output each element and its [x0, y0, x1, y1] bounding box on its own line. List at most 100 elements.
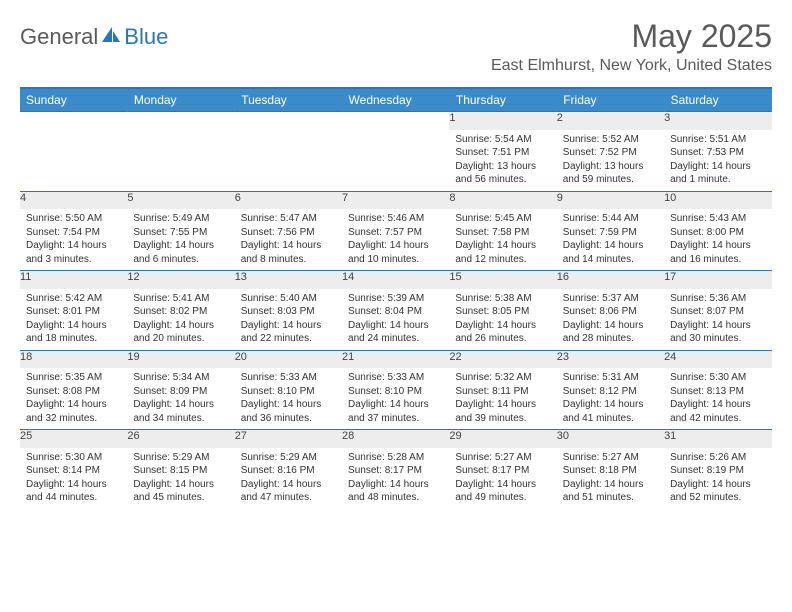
day-number-cell: 8: [449, 191, 556, 209]
sunset-line: Sunset: 8:09 PM: [133, 385, 228, 399]
day-body-cell: [235, 130, 342, 192]
day-body-cell: Sunrise: 5:41 AMSunset: 8:02 PMDaylight:…: [127, 289, 234, 351]
day-details: Sunrise: 5:32 AMSunset: 8:11 PMDaylight:…: [449, 368, 556, 429]
day-body-cell: Sunrise: 5:27 AMSunset: 8:18 PMDaylight:…: [557, 448, 664, 509]
sunset-line: Sunset: 8:00 PM: [670, 226, 765, 240]
day-details: Sunrise: 5:44 AMSunset: 7:59 PMDaylight:…: [557, 209, 664, 270]
sunrise-line: Sunrise: 5:46 AM: [348, 212, 443, 226]
day-number-cell: 15: [449, 271, 556, 289]
day-details: Sunrise: 5:27 AMSunset: 8:18 PMDaylight:…: [557, 448, 664, 509]
daylight-line: Daylight: 14 hours and 22 minutes.: [241, 319, 336, 346]
weekday-header: Friday: [557, 88, 664, 112]
daylight-line: Daylight: 14 hours and 3 minutes.: [26, 239, 121, 266]
sunset-line: Sunset: 7:52 PM: [563, 146, 658, 160]
day-number-cell: 26: [127, 430, 234, 448]
day-details: Sunrise: 5:49 AMSunset: 7:55 PMDaylight:…: [127, 209, 234, 270]
day-body-cell: Sunrise: 5:33 AMSunset: 8:10 PMDaylight:…: [342, 368, 449, 430]
day-body-cell: Sunrise: 5:42 AMSunset: 8:01 PMDaylight:…: [20, 289, 127, 351]
day-body-cell: Sunrise: 5:52 AMSunset: 7:52 PMDaylight:…: [557, 130, 664, 192]
day-details: Sunrise: 5:33 AMSunset: 8:10 PMDaylight:…: [235, 368, 342, 429]
daylight-line: Daylight: 14 hours and 37 minutes.: [348, 398, 443, 425]
day-details: Sunrise: 5:52 AMSunset: 7:52 PMDaylight:…: [557, 130, 664, 191]
sunrise-line: Sunrise: 5:36 AM: [670, 292, 765, 306]
sunrise-line: Sunrise: 5:50 AM: [26, 212, 121, 226]
sunset-line: Sunset: 8:05 PM: [455, 305, 550, 319]
weekday-header: Wednesday: [342, 88, 449, 112]
daylight-line: Daylight: 14 hours and 45 minutes.: [133, 478, 228, 505]
day-number-cell: 1: [449, 112, 556, 130]
daylight-line: Daylight: 14 hours and 10 minutes.: [348, 239, 443, 266]
day-number-cell: 20: [235, 350, 342, 368]
sunset-line: Sunset: 7:51 PM: [455, 146, 550, 160]
data-row: Sunrise: 5:30 AMSunset: 8:14 PMDaylight:…: [20, 448, 772, 509]
day-body-cell: Sunrise: 5:35 AMSunset: 8:08 PMDaylight:…: [20, 368, 127, 430]
daylight-line: Daylight: 14 hours and 34 minutes.: [133, 398, 228, 425]
day-details: Sunrise: 5:30 AMSunset: 8:13 PMDaylight:…: [664, 368, 771, 429]
daylight-line: Daylight: 14 hours and 44 minutes.: [26, 478, 121, 505]
sunset-line: Sunset: 8:13 PM: [670, 385, 765, 399]
day-body-cell: Sunrise: 5:27 AMSunset: 8:17 PMDaylight:…: [449, 448, 556, 509]
day-details: Sunrise: 5:47 AMSunset: 7:56 PMDaylight:…: [235, 209, 342, 270]
day-details: Sunrise: 5:33 AMSunset: 8:10 PMDaylight:…: [342, 368, 449, 429]
daylight-line: Daylight: 14 hours and 49 minutes.: [455, 478, 550, 505]
sunset-line: Sunset: 7:55 PM: [133, 226, 228, 240]
day-number-cell: 4: [20, 191, 127, 209]
day-body-cell: [20, 130, 127, 192]
day-details: Sunrise: 5:37 AMSunset: 8:06 PMDaylight:…: [557, 289, 664, 350]
weekday-header: Monday: [127, 88, 234, 112]
day-number-cell: 9: [557, 191, 664, 209]
day-details: Sunrise: 5:43 AMSunset: 8:00 PMDaylight:…: [664, 209, 771, 270]
day-body-cell: Sunrise: 5:50 AMSunset: 7:54 PMDaylight:…: [20, 209, 127, 271]
day-body-cell: Sunrise: 5:30 AMSunset: 8:14 PMDaylight:…: [20, 448, 127, 509]
sunrise-line: Sunrise: 5:34 AM: [133, 371, 228, 385]
daylight-line: Daylight: 14 hours and 30 minutes.: [670, 319, 765, 346]
day-number-cell: 7: [342, 191, 449, 209]
day-details: Sunrise: 5:27 AMSunset: 8:17 PMDaylight:…: [449, 448, 556, 509]
sunrise-line: Sunrise: 5:33 AM: [348, 371, 443, 385]
day-number-cell: 11: [20, 271, 127, 289]
day-number-cell: 24: [664, 350, 771, 368]
brand-logo: General Blue: [20, 24, 168, 50]
weekday-header: Tuesday: [235, 88, 342, 112]
daylight-line: Daylight: 14 hours and 26 minutes.: [455, 319, 550, 346]
day-body-cell: Sunrise: 5:46 AMSunset: 7:57 PMDaylight:…: [342, 209, 449, 271]
header: General Blue May 2025 East Elmhurst, New…: [20, 18, 772, 81]
day-body-cell: Sunrise: 5:38 AMSunset: 8:05 PMDaylight:…: [449, 289, 556, 351]
sunrise-line: Sunrise: 5:44 AM: [563, 212, 658, 226]
sunset-line: Sunset: 8:17 PM: [348, 464, 443, 478]
sunrise-line: Sunrise: 5:42 AM: [26, 292, 121, 306]
day-details: Sunrise: 5:42 AMSunset: 8:01 PMDaylight:…: [20, 289, 127, 350]
day-number-cell: 3: [664, 112, 771, 130]
sunrise-line: Sunrise: 5:27 AM: [563, 451, 658, 465]
day-details: Sunrise: 5:50 AMSunset: 7:54 PMDaylight:…: [20, 209, 127, 270]
day-body-cell: Sunrise: 5:28 AMSunset: 8:17 PMDaylight:…: [342, 448, 449, 509]
sail-icon: [100, 25, 122, 50]
day-details: Sunrise: 5:36 AMSunset: 8:07 PMDaylight:…: [664, 289, 771, 350]
day-number-cell: 29: [449, 430, 556, 448]
day-details: Sunrise: 5:26 AMSunset: 8:19 PMDaylight:…: [664, 448, 771, 509]
sunrise-line: Sunrise: 5:33 AM: [241, 371, 336, 385]
daynum-row: 123: [20, 112, 772, 130]
calendar-table: Sunday Monday Tuesday Wednesday Thursday…: [20, 87, 772, 509]
day-number-cell: 14: [342, 271, 449, 289]
daylight-line: Daylight: 14 hours and 6 minutes.: [133, 239, 228, 266]
sunrise-line: Sunrise: 5:38 AM: [455, 292, 550, 306]
day-number-cell: [235, 112, 342, 130]
data-row: Sunrise: 5:35 AMSunset: 8:08 PMDaylight:…: [20, 368, 772, 430]
sunset-line: Sunset: 7:59 PM: [563, 226, 658, 240]
day-details: Sunrise: 5:29 AMSunset: 8:15 PMDaylight:…: [127, 448, 234, 509]
day-body-cell: Sunrise: 5:29 AMSunset: 8:15 PMDaylight:…: [127, 448, 234, 509]
sunrise-line: Sunrise: 5:41 AM: [133, 292, 228, 306]
sunset-line: Sunset: 8:14 PM: [26, 464, 121, 478]
daylight-line: Daylight: 13 hours and 56 minutes.: [455, 160, 550, 187]
sunrise-line: Sunrise: 5:30 AM: [26, 451, 121, 465]
sunset-line: Sunset: 8:10 PM: [241, 385, 336, 399]
daylight-line: Daylight: 14 hours and 8 minutes.: [241, 239, 336, 266]
sunset-line: Sunset: 8:03 PM: [241, 305, 336, 319]
sunset-line: Sunset: 8:10 PM: [348, 385, 443, 399]
daylight-line: Daylight: 14 hours and 42 minutes.: [670, 398, 765, 425]
day-details: Sunrise: 5:35 AMSunset: 8:08 PMDaylight:…: [20, 368, 127, 429]
daylight-line: Daylight: 14 hours and 47 minutes.: [241, 478, 336, 505]
day-details: Sunrise: 5:45 AMSunset: 7:58 PMDaylight:…: [449, 209, 556, 270]
brand-text-1: General: [20, 24, 98, 50]
